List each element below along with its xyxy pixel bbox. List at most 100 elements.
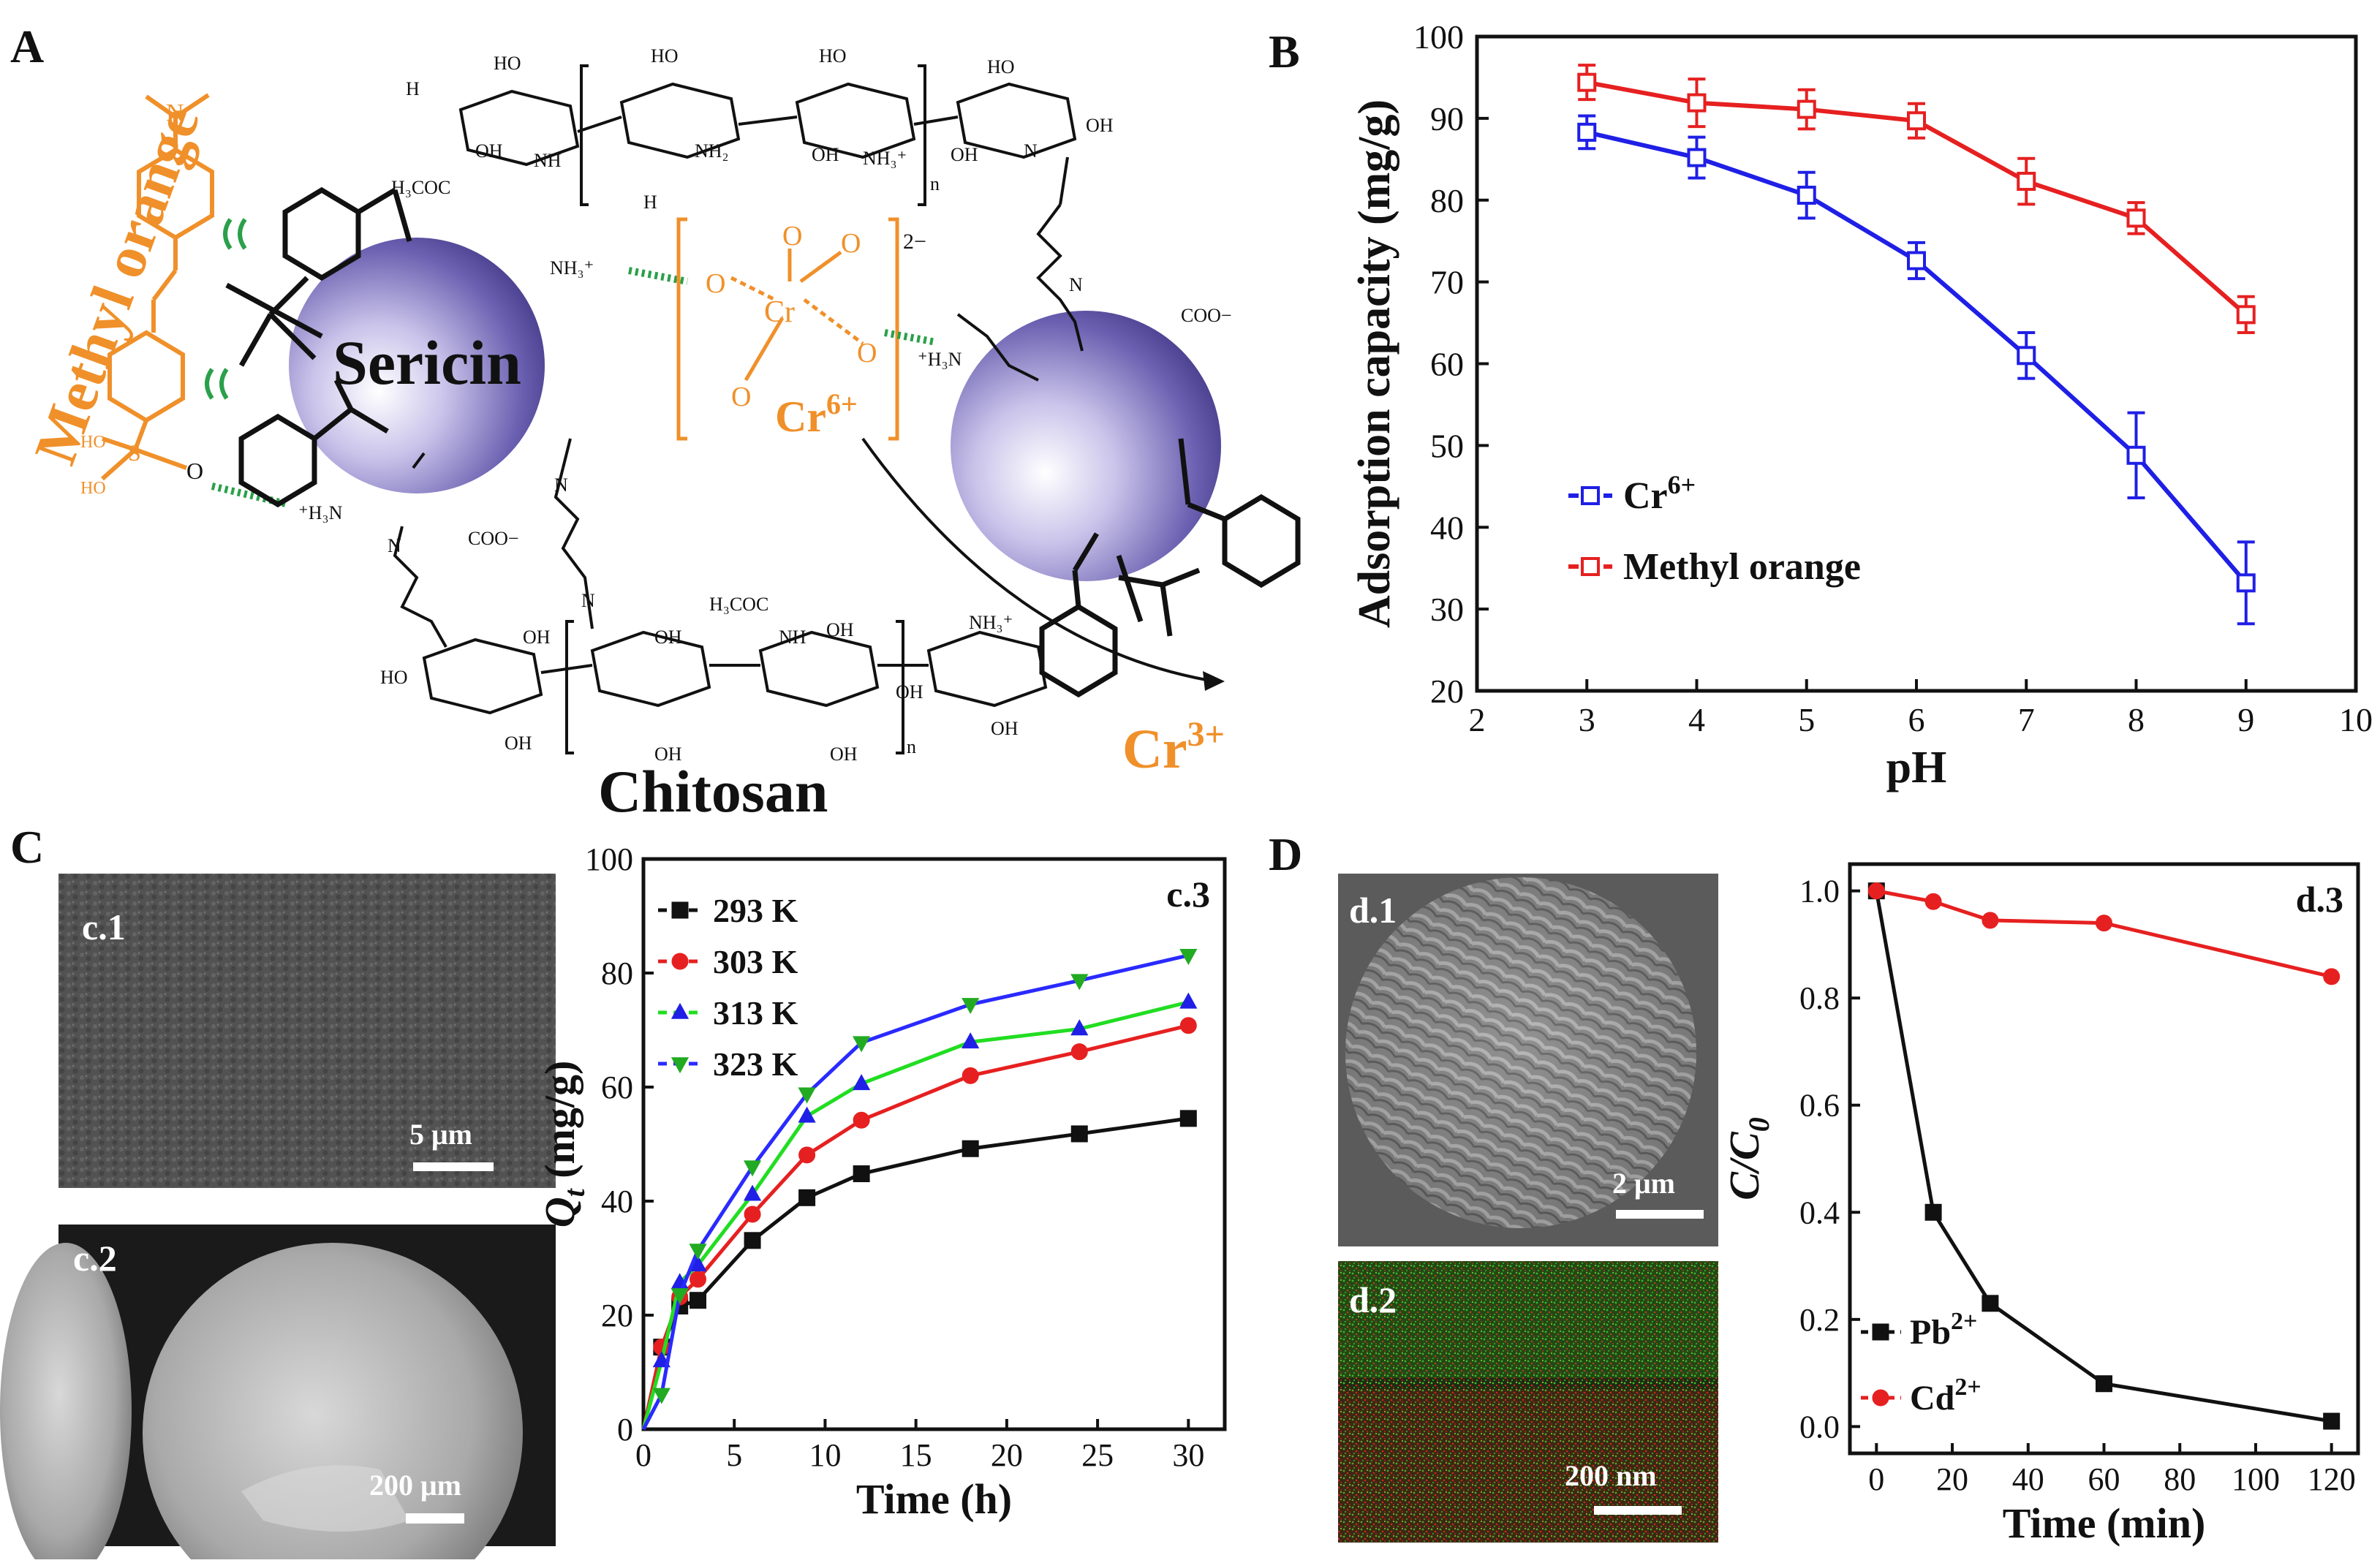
right-sphere-side-groups [1039, 438, 1301, 698]
data-point [2323, 1412, 2341, 1430]
chart-d3-removal: 0 20 40 60 80 100 120 0.0 0.2 0.4 0.6 0.8 1.0 Time (m… [1720, 862, 2360, 1547]
data-point [2126, 208, 2146, 228]
top-oh-1: HO [494, 53, 521, 74]
y-tick-label: 60 [601, 1070, 633, 1105]
data-point [652, 1388, 670, 1404]
data-point [853, 1074, 871, 1091]
top-nh: NH [534, 150, 562, 171]
image-c1-scale-text: 5 μm [409, 1118, 472, 1151]
y-axis-label: Adsorption capacity (mg/g) [1350, 99, 1399, 628]
x-axis-label: pH [1886, 743, 1947, 792]
data-point [2126, 445, 2146, 465]
y-tick-label: 1.0 [1799, 874, 1840, 909]
bot-oh-6: OH [830, 743, 858, 765]
y-tick-label: 80 [601, 955, 633, 991]
legend-label: 313 K [713, 994, 798, 1032]
series-line [1586, 129, 2248, 585]
y-axis-label: C/C0 [1720, 1117, 1775, 1200]
x-tick-label: 40 [2012, 1461, 2044, 1497]
panel-letter-c: C [10, 821, 44, 873]
image-c1-scale-bar [413, 1162, 494, 1171]
data-point [670, 1288, 689, 1305]
y-tick-label: 0.8 [1799, 980, 1840, 1016]
legend-label: Cr6+ [1623, 470, 1696, 517]
y-tick-label: 30 [1430, 591, 1464, 628]
y-tick-label: 60 [1430, 346, 1464, 383]
data-point [1070, 974, 1089, 991]
chromate-o-2: O [782, 221, 802, 251]
y-tick-label: 70 [1430, 264, 1464, 301]
bot-oh-8: OH [991, 718, 1019, 739]
panel-letter-a: A [10, 20, 44, 72]
y-tick-label: 0.0 [1799, 1409, 1840, 1445]
data-point [1797, 99, 1816, 119]
top-o-h: H [643, 192, 657, 213]
data-point [853, 1111, 870, 1129]
bot-n-3: N [581, 590, 595, 611]
data-point [689, 1255, 707, 1272]
nh3-label-1: NH₃⁺ [550, 257, 594, 279]
legend-marker [671, 901, 689, 919]
top-n: N [1024, 140, 1038, 162]
data-point [1982, 912, 1999, 929]
y-tick-label: 40 [601, 1184, 633, 1219]
legend-marker [1581, 557, 1600, 576]
x-tick-label: 15 [900, 1437, 932, 1473]
legend-marker [1581, 486, 1600, 505]
x-axis-label: Time (h) [856, 1475, 1012, 1523]
x-tick-label: 0 [635, 1437, 651, 1473]
coo-label-1: COO− [468, 528, 519, 549]
methyl-orange-molecule [101, 93, 214, 481]
image-c2-label: c.2 [73, 1238, 117, 1279]
chart-c3-kinetics: 0 5 10 15 20 25 30 0 20 40 60 80 100 Time (h) Qt (mg/g… [536, 841, 1227, 1523]
chitosan-top-chain [458, 64, 1084, 352]
panel-letter-d: D [1269, 828, 1302, 880]
image-d2-scale-text: 200 nm [1565, 1459, 1657, 1492]
x-tick-label: 7 [2018, 701, 2035, 738]
x-tick-label: 25 [1081, 1437, 1114, 1473]
data-point [962, 1032, 980, 1049]
y-tick-label: 50 [1430, 427, 1464, 464]
y-tick-label: 0.4 [1799, 1195, 1840, 1230]
data-point [962, 998, 980, 1015]
data-point [1577, 72, 1597, 92]
data-point [743, 1160, 762, 1177]
top-n-2: N [1069, 274, 1083, 295]
legend-label: Methyl orange [1623, 546, 1861, 588]
panel-letter-b: B [1269, 26, 1300, 77]
data-point [2236, 573, 2256, 593]
bot-oh-4: OH [654, 743, 682, 765]
data-point [2236, 305, 2256, 325]
x-tick-label: 0 [1868, 1461, 1884, 1497]
data-point [1070, 1043, 1088, 1061]
series-line [1875, 889, 2332, 979]
top-oh-4: HO [987, 56, 1015, 77]
image-c1-label: c.1 [82, 907, 126, 947]
mo-ho-label-2: HO [80, 479, 106, 498]
image-d1-scale-text: 2 μm [1612, 1167, 1675, 1200]
nh3-label-3: ⁺H₃N [918, 349, 962, 370]
top-n-sub: n [930, 173, 940, 194]
x-tick-label: 100 [2232, 1461, 2280, 1497]
data-point [2017, 172, 2036, 192]
bot-ho-1: HO [380, 667, 408, 688]
x-tick-label: 20 [991, 1437, 1023, 1473]
data-point [1179, 992, 1198, 1009]
x-tick-label: 10 [809, 1437, 841, 1473]
mo-o-label: O [186, 458, 203, 484]
data-point [853, 1036, 871, 1053]
legend-marker [670, 1057, 690, 1074]
top-oh-8: OH [951, 144, 978, 165]
image-d2-eds-map: d.2 200 nm [1338, 1261, 1718, 1543]
legend-label: 303 K [713, 943, 798, 980]
chromate-charge: 2− [903, 230, 926, 254]
legend-marker [671, 953, 689, 970]
nh3-label-2: ⁺H₃N [298, 502, 343, 523]
bot-oh-1: OH [523, 627, 551, 648]
data-point [798, 1087, 816, 1104]
legend-marker [670, 1002, 690, 1019]
image-c2-sem: c.2 200 μm [0, 1225, 556, 1563]
x-tick-label: 80 [2164, 1461, 2196, 1497]
bot-oh-7: OH [896, 681, 923, 703]
